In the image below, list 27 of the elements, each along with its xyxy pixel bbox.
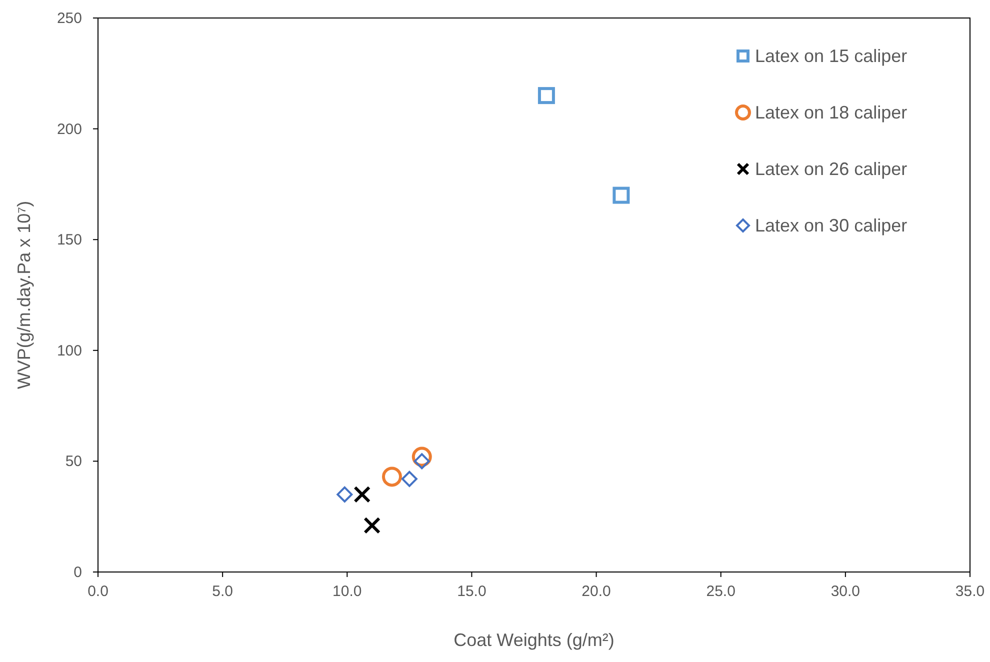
point — [382, 466, 402, 487]
x-tick-label: 15.0 — [457, 583, 486, 600]
point — [364, 516, 381, 534]
point — [336, 486, 353, 502]
x-tick-label: 5.0 — [212, 583, 233, 600]
legend-label: Latex on 26 caliper — [755, 159, 908, 179]
point — [538, 87, 555, 104]
y-tick-label: 100 — [56, 342, 82, 360]
y-tick-label: 0 — [74, 564, 82, 581]
legend-label: Latex on 18 caliper — [755, 102, 908, 122]
legend-label: Latex on 15 caliper — [755, 46, 908, 66]
point — [354, 486, 371, 503]
y-tick-label: 50 — [65, 453, 82, 470]
point — [401, 470, 418, 487]
y-axis-title: WVP(g/m.day.Pa x 10⁷) — [14, 200, 34, 390]
legend-label: Latex on 30 caliper — [755, 216, 908, 236]
y-tick-label: 200 — [56, 120, 82, 138]
x-tick-label: 30.0 — [830, 583, 860, 600]
y-tick-label: 250 — [56, 10, 82, 27]
x-tick-label: 10.0 — [332, 583, 362, 600]
y-tick-label: 150 — [56, 232, 82, 249]
x-tick-label: 25.0 — [706, 583, 736, 600]
x-axis-title: Coat Weights (g/m²) — [454, 630, 614, 650]
x-tick-label: 0.0 — [88, 583, 108, 600]
x-tick-label: 20.0 — [582, 583, 611, 600]
x-tick-label: 35.0 — [955, 583, 985, 600]
point — [612, 186, 630, 204]
